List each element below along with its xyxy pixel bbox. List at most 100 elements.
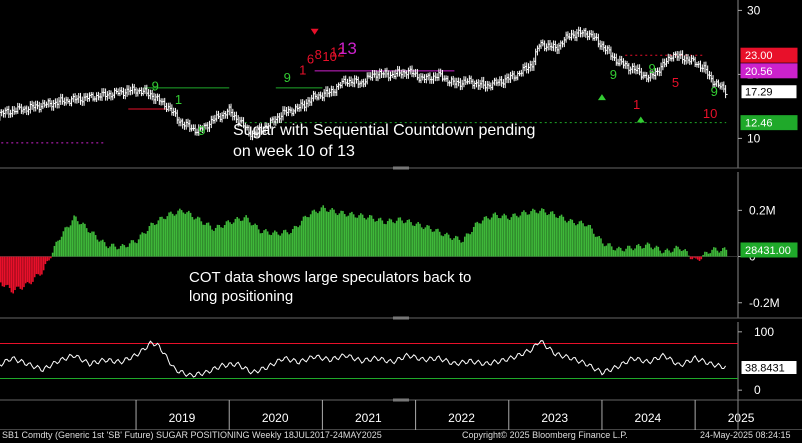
cot-annotation: COT data shows large speculators back to [189,269,471,286]
cot-bar [469,234,471,257]
cot-bar [200,221,203,257]
cot-bar [243,217,246,257]
cot-bar [41,256,43,275]
cot-bar [628,245,631,257]
sequential-count-label: 12 [330,44,344,59]
cot-bar [508,219,511,257]
cot-bar [291,229,294,257]
cot-bar [589,225,592,257]
price-value-tag-box [740,84,798,100]
cot-bar [591,228,593,257]
cot-bar [363,217,366,257]
cot-bar [462,241,464,257]
cot-bar [383,223,385,257]
cot-bar [155,224,158,257]
cot-bar [239,220,242,257]
cot-bar [510,217,513,257]
cot-bar [164,219,167,257]
cot-bar [358,215,360,257]
cot-bar [659,250,661,257]
cot-bar [458,239,461,257]
price-panel: 10203091991681012139195109Sugar with Seq… [0,0,802,170]
cot-bar [300,220,303,257]
cot-bar [161,216,163,257]
cot-bar [686,251,688,257]
cot-bar [483,216,486,257]
cot-bar [211,229,213,257]
cot-bar [340,210,342,257]
cot-bar [424,227,427,257]
cot-bar [252,224,255,257]
cot-bar [17,256,20,287]
cot-bar [19,256,22,289]
cot-bar [3,256,6,287]
cot-bar [609,243,611,257]
cot-bar [422,229,425,257]
cot-bar [532,208,534,257]
cot-bar [288,234,290,257]
cot-bar [707,253,710,257]
cot-bar [166,216,169,257]
cot-bar [347,215,350,257]
cot-bar [58,239,61,257]
cot-bar [453,238,455,257]
cot-bar [592,233,595,257]
cot-bar [193,219,195,257]
cot-bar [84,223,86,257]
cot-bar [594,236,597,257]
cot-bar [67,227,70,257]
cot-bar [627,245,629,257]
cot-bar [116,249,118,257]
cot-bar [148,226,151,257]
cot-bar [673,248,676,257]
cot-bar [397,217,400,257]
cot-bar [103,242,106,257]
cot-bar [548,214,550,257]
cot-bar [78,224,81,257]
cot-bar [612,249,615,257]
cot-bar [107,248,109,257]
price-value-tag-box [740,115,798,131]
cot-bar [524,212,527,257]
cot-bar [37,256,40,275]
cot-bar [295,226,298,257]
cot-bar [637,243,640,257]
cot-bar [698,256,701,261]
cot-bar [315,211,317,257]
cot-bar [171,213,174,257]
price-value-tag-box [740,63,798,79]
cot-bar [412,225,414,257]
sequential-count-label: 9 [711,84,718,99]
cot-bar [152,223,154,257]
cot-bar [549,211,552,257]
cot-bar [408,219,411,257]
sequential-count-label: 9 [152,78,159,93]
cot-bar [537,213,540,257]
cot-bar [293,225,296,257]
cot-bar [682,250,685,257]
price-value-tag: 17.29 [745,87,773,99]
cot-bar [603,246,606,257]
cot-bar [245,215,247,257]
cot-bar [26,256,29,283]
cot-bar [652,249,654,257]
cot-bar [299,225,301,257]
cot-bar [456,236,459,257]
cot-bar [523,210,525,257]
cot-bar [325,211,328,257]
cot-bar [313,209,316,257]
y-tick-label: 0 [754,383,761,397]
cot-bar [476,221,479,257]
cot-bar [616,248,618,257]
cot-bar [632,250,635,257]
cot-bar [410,222,412,257]
cot-bar [8,256,11,289]
cot-bar [619,247,622,257]
footer-copyright: Copyright© 2025 Bloomberg Finance L.P. [462,430,628,440]
cot-bar [440,235,443,257]
cot-bar [539,210,541,257]
cot-bar [689,256,692,260]
cot-bar [370,215,373,257]
oscillator-value-tag: 38.8431 [745,363,785,375]
cot-bar [236,217,238,257]
